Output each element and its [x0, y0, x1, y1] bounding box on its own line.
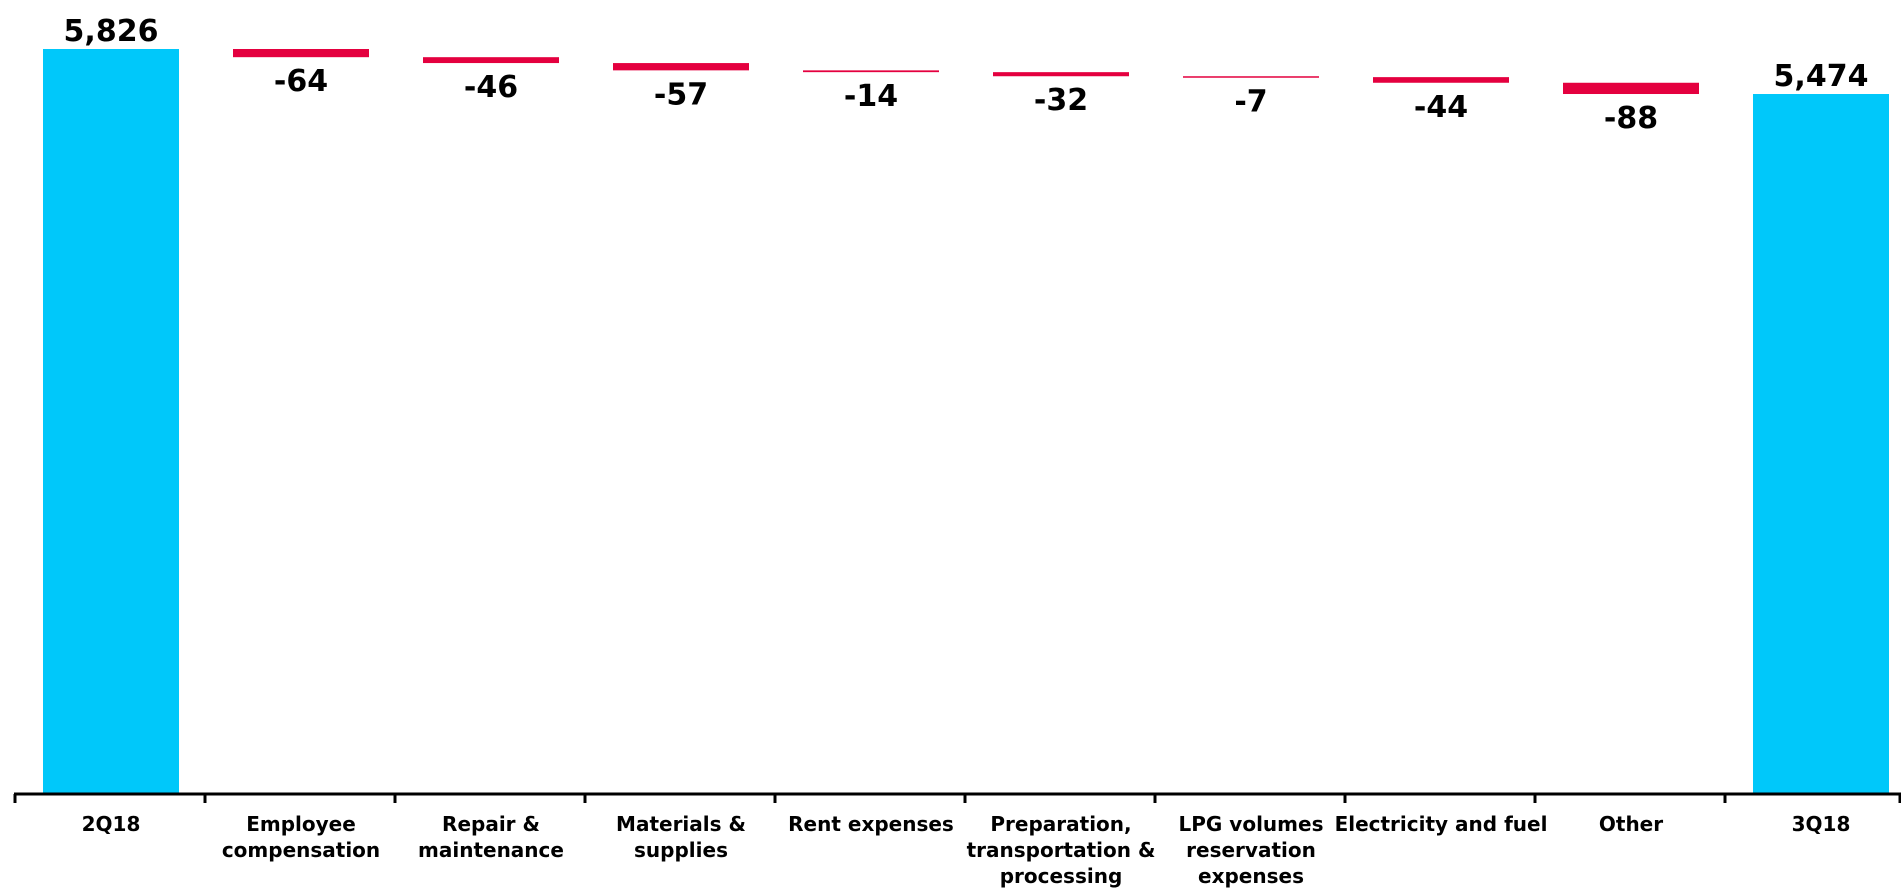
- bar-2: [423, 57, 559, 64]
- bar-4: [803, 70, 939, 73]
- value-label-7: -44: [1414, 90, 1468, 125]
- x-tick-label-3: Materials & supplies: [616, 812, 746, 862]
- bar-1: [233, 49, 369, 58]
- x-tick-label-6: LPG volumes reservation expenses: [1179, 812, 1324, 888]
- value-label-2: -46: [464, 70, 518, 105]
- x-tick-label-7: Electricity and fuel: [1335, 812, 1548, 836]
- bar-3: [613, 63, 749, 71]
- x-tick-label-8: Other: [1599, 812, 1663, 836]
- bar-5: [993, 72, 1129, 77]
- bar-9: [1753, 94, 1889, 794]
- bars-layer: [43, 49, 1889, 794]
- value-label-9: 5,474: [1774, 59, 1869, 94]
- value-label-4: -14: [844, 79, 898, 114]
- value-label-6: -7: [1234, 85, 1267, 120]
- x-tick-label-9: 3Q18: [1792, 812, 1851, 836]
- x-tick-label-4: Rent expenses: [788, 812, 954, 836]
- x-tick-labels-layer: 2Q18 Employee compensation Repair & maintena…: [82, 812, 1851, 888]
- value-label-0: 5,826: [64, 14, 159, 49]
- value-labels-layer: 5,826 -64 -46 -57 -14 -32 -7 -44 -88 5,474: [64, 14, 1869, 136]
- value-label-8: -88: [1604, 101, 1658, 136]
- bar-8: [1563, 82, 1699, 95]
- value-label-3: -57: [654, 77, 708, 112]
- value-label-5: -32: [1034, 83, 1088, 118]
- x-axis: [13, 792, 1901, 803]
- bar-0: [43, 49, 179, 794]
- value-label-1: -64: [274, 64, 328, 99]
- bar-7: [1373, 77, 1509, 83]
- bar-6: [1183, 76, 1319, 78]
- x-tick-label-1: Employee compensation: [222, 812, 380, 862]
- x-tick-label-0: 2Q18: [82, 812, 141, 836]
- x-tick-label-5: Preparation, transportation & processing: [967, 812, 1156, 888]
- x-tick-label-2: Repair & maintenance: [418, 812, 564, 862]
